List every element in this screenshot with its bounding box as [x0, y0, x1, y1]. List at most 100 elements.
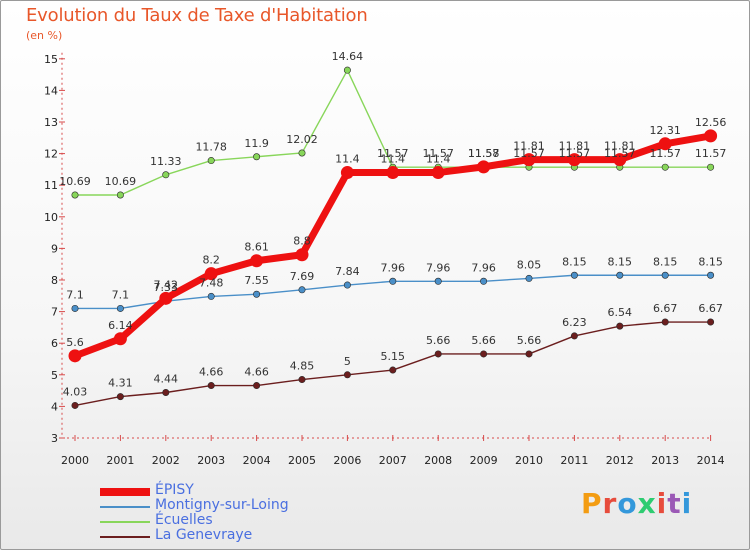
data-point	[613, 153, 627, 167]
chart-title: Evolution du Taux de Taxe d'Habitation	[26, 5, 368, 26]
data-label: 11.4	[381, 153, 406, 166]
data-label: 11.57	[513, 147, 545, 160]
data-label: 8.2	[202, 254, 220, 267]
data-point	[207, 292, 215, 300]
data-point	[113, 332, 127, 346]
data-point	[207, 157, 215, 165]
data-point	[298, 286, 306, 294]
y-tick-label: 15	[44, 53, 58, 66]
y-tick-label: 10	[44, 211, 58, 224]
data-label: 10.69	[105, 175, 137, 188]
legend-item: Montigny-sur-Loing	[100, 498, 360, 514]
data-label: 8.61	[244, 241, 269, 254]
data-point	[250, 254, 264, 268]
legend-label: La Genevraye	[155, 527, 253, 543]
data-point	[525, 274, 533, 282]
data-point	[707, 318, 715, 326]
x-tick-label: 2010	[515, 454, 543, 467]
data-label: 11.57	[377, 147, 409, 160]
data-point	[159, 291, 173, 305]
data-label: 7.96	[381, 261, 406, 274]
data-label: 11.4	[426, 153, 451, 166]
legend-swatch	[100, 488, 150, 496]
data-point	[661, 163, 669, 171]
data-label: 11.57	[468, 147, 500, 160]
x-tick-label: 2005	[288, 454, 316, 467]
data-label: 11.81	[559, 140, 591, 153]
legend-item: La Genevraye	[100, 527, 360, 544]
chart-subtitle: (en %)	[26, 29, 63, 42]
data-label: 8.8	[293, 235, 311, 248]
x-tick-label: 2014	[697, 454, 725, 467]
data-label: 4.66	[244, 366, 269, 379]
data-label: 6.67	[653, 302, 678, 315]
data-label: 7.96	[471, 261, 496, 274]
data-label: 7.42	[154, 278, 179, 291]
data-point	[704, 129, 718, 143]
data-label: 4.31	[108, 377, 133, 390]
data-label: 12.31	[649, 124, 681, 137]
data-point	[570, 332, 578, 340]
legend-item: Écuelles	[100, 512, 360, 529]
data-label: 11.81	[513, 140, 545, 153]
data-point	[707, 271, 715, 279]
data-label: 8.15	[653, 255, 678, 268]
legend-swatch	[100, 521, 150, 523]
brand-logo-letter: t	[667, 487, 682, 520]
data-label: 4.85	[290, 360, 315, 373]
data-point	[707, 163, 715, 171]
data-point	[389, 277, 397, 285]
data-point	[253, 153, 261, 161]
data-label: 5.66	[426, 334, 451, 347]
data-label: 12.56	[695, 116, 727, 129]
data-label: 11.78	[195, 141, 227, 154]
legend-label: Écuelles	[155, 512, 213, 528]
data-label: 14.64	[332, 50, 364, 63]
data-label: 11.57	[422, 147, 454, 160]
x-tick-label: 2003	[197, 454, 225, 467]
data-label: 7.55	[244, 274, 269, 287]
data-label: 6.67	[698, 302, 723, 315]
data-point	[253, 290, 261, 298]
data-label: 5.66	[471, 334, 496, 347]
legend-swatch	[100, 536, 150, 538]
data-point	[116, 393, 124, 401]
data-label: 11.58	[468, 147, 500, 160]
x-tick-label: 2004	[243, 454, 271, 467]
x-tick-label: 2006	[333, 454, 361, 467]
data-point	[68, 349, 82, 363]
data-label: 7.48	[199, 276, 224, 289]
data-label: 5.6	[66, 336, 84, 349]
data-point	[567, 153, 581, 167]
y-tick-label: 7	[51, 306, 58, 319]
y-tick-label: 4	[51, 400, 58, 413]
data-point	[298, 149, 306, 157]
x-tick-label: 2002	[152, 454, 180, 467]
data-point	[434, 350, 442, 358]
data-label: 7.1	[112, 288, 130, 301]
data-point	[162, 388, 170, 396]
data-label: 5.15	[381, 350, 406, 363]
y-tick-label: 11	[44, 179, 58, 192]
data-point	[661, 318, 669, 326]
y-tick-label: 9	[51, 242, 58, 255]
y-tick-label: 5	[51, 369, 58, 382]
data-label: 12.02	[286, 133, 318, 146]
data-label: 7.33	[154, 281, 179, 294]
data-label: 7.69	[290, 270, 315, 283]
data-label: 8.05	[517, 258, 542, 271]
legend-swatch	[100, 506, 150, 508]
data-label: 6.54	[608, 306, 633, 319]
data-point	[658, 137, 672, 151]
data-label: 7.1	[66, 288, 84, 301]
data-point	[340, 166, 354, 180]
data-point	[616, 271, 624, 279]
legend: ÉPISY Montigny-sur-Loing Écuelles La Genevr…	[100, 483, 360, 544]
y-tick-label: 14	[44, 84, 58, 97]
data-point	[431, 166, 445, 180]
data-point	[389, 366, 397, 374]
data-label: 4.66	[199, 366, 224, 379]
y-tick-label: 3	[51, 432, 58, 445]
data-point	[386, 166, 400, 180]
